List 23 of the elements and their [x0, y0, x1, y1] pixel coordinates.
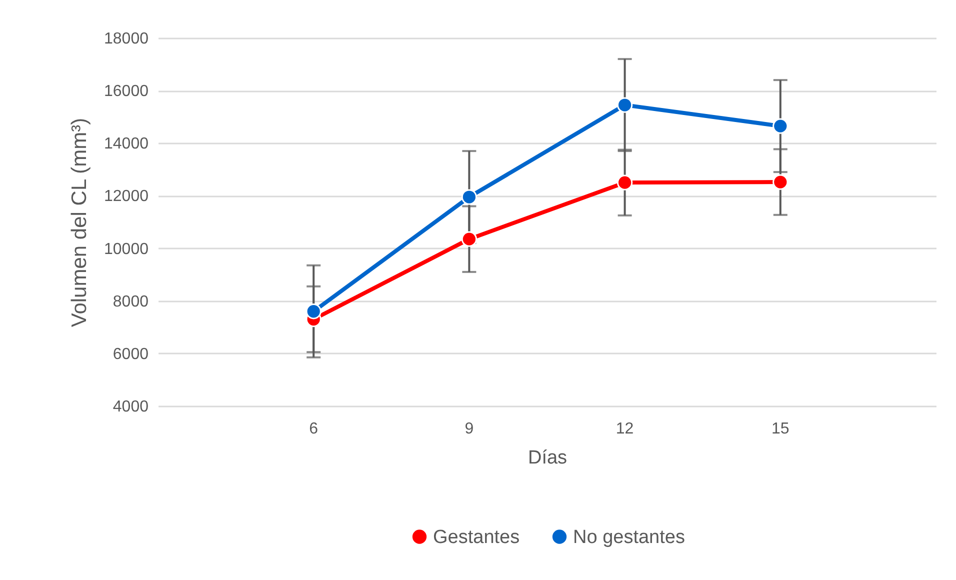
y-tick-label: 12000 — [104, 188, 149, 206]
x-tick-label: 9 — [464, 420, 474, 438]
point — [306, 304, 322, 320]
x-axis-title: Días — [528, 448, 568, 468]
x-tick-label: 6 — [309, 420, 318, 438]
point — [616, 174, 633, 190]
point — [616, 97, 633, 113]
y-axis-title: Volumen del CL (mm³) — [68, 118, 92, 328]
point — [772, 174, 788, 190]
y-tick-label: 18000 — [104, 30, 149, 48]
y-tick-label: 6000 — [112, 346, 149, 363]
y-tick-label: 10000 — [104, 240, 149, 258]
point — [772, 118, 788, 134]
point — [461, 189, 478, 205]
y-tick-label: 16000 — [104, 83, 149, 100]
x-tick-label: 12 — [616, 420, 634, 438]
legend-label: No gestantes — [573, 526, 685, 548]
y-tick-label: 4000 — [112, 398, 149, 416]
point — [461, 231, 478, 247]
y-tick-label: 8000 — [112, 293, 149, 310]
y-tick-label: 14000 — [104, 136, 149, 153]
legend-label: Gestantes — [433, 526, 520, 548]
x-tick-label: 15 — [772, 420, 790, 438]
